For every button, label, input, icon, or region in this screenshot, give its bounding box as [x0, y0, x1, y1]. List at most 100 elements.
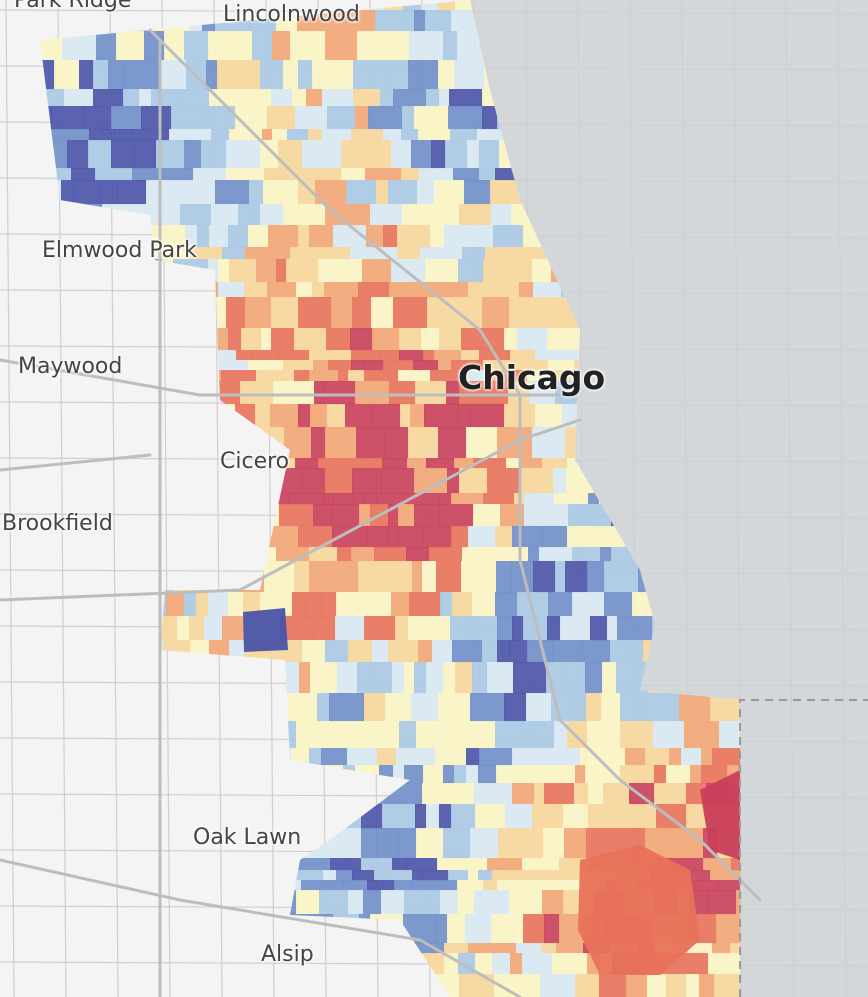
census-tract: [512, 748, 536, 766]
census-tract: [475, 953, 493, 975]
census-tract: [448, 106, 483, 130]
census-tract: [451, 526, 469, 548]
census-tract: [312, 282, 325, 298]
census-tract: [634, 765, 655, 784]
census-tract: [478, 870, 493, 881]
census-tract: [562, 662, 586, 694]
census-tract: [509, 890, 543, 915]
census-tract: [466, 765, 479, 784]
census-tract: [372, 328, 400, 351]
census-tract: [313, 504, 332, 527]
census-tract: [352, 870, 375, 881]
census-tract: [402, 204, 420, 226]
water-south: [740, 700, 868, 997]
census-tract: [197, 225, 210, 248]
census-tract: [185, 225, 198, 248]
census-tract: [362, 259, 380, 283]
census-tract: [688, 943, 713, 954]
census-tract: [535, 748, 560, 766]
census-tract: [338, 370, 349, 382]
census-tract: [252, 350, 279, 361]
label-maywood: Maywood: [18, 354, 123, 379]
census-tract: [554, 721, 568, 749]
census-tract: [254, 89, 272, 107]
census-tract: [513, 225, 524, 248]
road-line: [837, 0, 847, 997]
census-tract: [388, 60, 409, 90]
census-tract: [418, 60, 439, 90]
census-tract: [338, 721, 368, 749]
census-tract: [666, 974, 687, 997]
label-park-ridge: Park Ridge: [14, 0, 132, 13]
census-tract: [399, 721, 417, 749]
large-tract-southeast: [700, 770, 740, 860]
census-tract: [599, 974, 627, 997]
census-tract: [625, 748, 646, 766]
census-tract: [423, 350, 435, 361]
census-tract: [497, 616, 513, 641]
census-tract: [211, 204, 239, 226]
census-tract: [222, 247, 246, 260]
census-tract: [547, 616, 561, 641]
census-tract: [263, 180, 299, 205]
census-tract: [327, 404, 346, 428]
census-tract: [684, 870, 711, 881]
census-tract: [298, 297, 332, 329]
census-tract: [166, 592, 185, 617]
census-tract: [629, 783, 655, 805]
census-tract: [472, 225, 494, 248]
census-tract: [443, 31, 458, 61]
census-tract: [620, 721, 654, 749]
census-tract: [348, 370, 365, 382]
census-tract: [459, 974, 495, 997]
census-tract: [116, 31, 145, 61]
census-tract: [531, 360, 549, 371]
census-tract: [558, 504, 569, 527]
census-tract: [294, 561, 310, 593]
census-tract: [374, 870, 386, 881]
census-tract: [426, 662, 444, 694]
census-tract: [325, 31, 358, 61]
census-tract: [299, 662, 311, 694]
census-tract: [449, 721, 460, 749]
census-tract: [483, 880, 498, 891]
census-tract: [703, 858, 732, 871]
census-tract: [419, 204, 440, 226]
census-tract: [374, 547, 407, 562]
census-tract: [415, 381, 447, 405]
census-tract: [263, 247, 291, 260]
census-tract: [364, 616, 396, 641]
large-tract-south: [578, 845, 700, 975]
census-tract: [474, 783, 503, 805]
census-tract: [293, 381, 315, 405]
road-line: [785, 0, 795, 997]
census-tract: [323, 493, 334, 505]
census-tract: [438, 60, 455, 90]
census-tract: [526, 880, 555, 891]
census-tract: [204, 106, 236, 130]
census-tract: [54, 60, 80, 90]
census-tract: [690, 765, 702, 784]
census-tract: [521, 468, 554, 494]
census-tract: [510, 350, 536, 361]
census-tract: [391, 140, 412, 169]
census-tract: [412, 870, 423, 881]
census-tract: [712, 943, 731, 954]
census-tract: [184, 31, 209, 61]
census-tract: [417, 180, 435, 205]
census-tract: [669, 828, 704, 859]
census-tract: [430, 225, 445, 248]
census-tract: [341, 297, 353, 329]
census-tract: [111, 140, 135, 169]
highway-dan-ryan: [518, 393, 762, 902]
census-tract: [534, 783, 545, 805]
census-tract: [681, 748, 702, 766]
census-tract: [493, 225, 514, 248]
label-cicero: Cicero: [220, 449, 290, 474]
census-tract: [357, 662, 393, 694]
census-tract: [372, 31, 386, 61]
census-tract: [603, 783, 630, 805]
census-tract: [544, 914, 560, 944]
